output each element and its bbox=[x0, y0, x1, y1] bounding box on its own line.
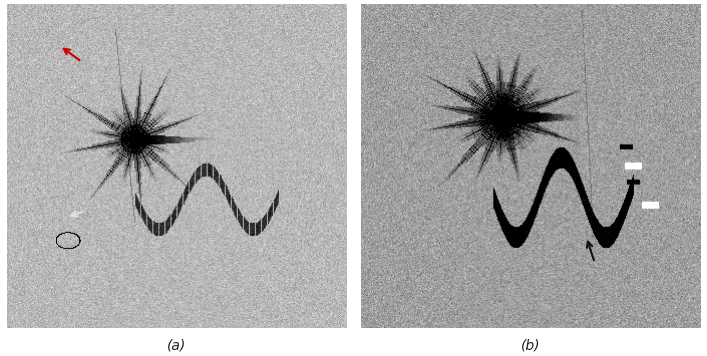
Text: (b): (b) bbox=[520, 338, 540, 352]
Text: (a): (a) bbox=[167, 338, 187, 352]
